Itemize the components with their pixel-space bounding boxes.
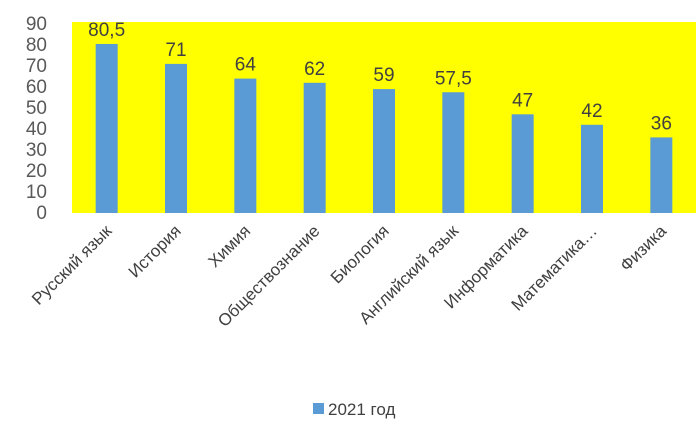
x-tick-label: Химия xyxy=(204,221,254,271)
y-tick-label: 90 xyxy=(26,14,47,35)
y-tick-label: 0 xyxy=(36,203,47,224)
y-tick-label: 50 xyxy=(26,98,47,119)
data-label: 62 xyxy=(304,59,325,80)
bar xyxy=(581,124,603,213)
y-tick-label: 60 xyxy=(26,77,47,98)
bar xyxy=(373,89,395,213)
data-label: 71 xyxy=(165,40,186,61)
bar xyxy=(165,63,187,214)
data-label: 47 xyxy=(512,90,533,111)
legend: 2021 год xyxy=(313,400,395,419)
x-tick-label: История xyxy=(125,221,185,281)
x-tick-label: Биология xyxy=(327,221,393,287)
y-tick-label: 40 xyxy=(26,119,47,140)
bar xyxy=(303,82,326,213)
data-label: 57,5 xyxy=(435,68,472,89)
data-labels: 80,5 71 64 62 59 57,5 47 42 36 xyxy=(88,20,672,134)
x-tick-label: Физика xyxy=(616,221,670,275)
bar xyxy=(95,43,118,214)
y-tick-label: 80 xyxy=(26,35,47,56)
data-label: 36 xyxy=(651,113,672,134)
data-label: 59 xyxy=(373,65,394,86)
bars xyxy=(95,43,673,214)
bar xyxy=(442,92,465,213)
y-tick-label: 70 xyxy=(26,56,47,77)
x-tick-label: Русский язык xyxy=(28,221,116,309)
data-label: 80,5 xyxy=(88,20,125,41)
y-tick-label: 20 xyxy=(26,161,47,182)
legend-label: 2021 год xyxy=(328,400,395,419)
y-tick-label: 30 xyxy=(26,140,47,161)
y-tick-label: 10 xyxy=(26,182,47,203)
bar xyxy=(511,114,534,213)
bar xyxy=(234,78,257,213)
legend-swatch xyxy=(313,403,324,414)
data-label: 64 xyxy=(235,55,257,76)
bar xyxy=(650,137,673,213)
data-label: 42 xyxy=(581,101,602,122)
